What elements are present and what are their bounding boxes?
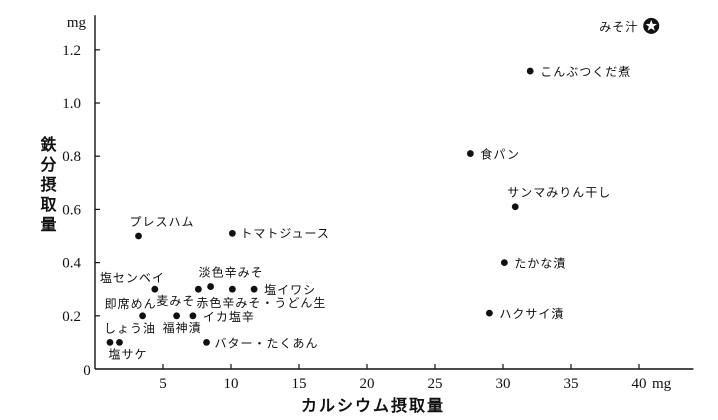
data-point: 食パン [466,147,520,162]
data-point: サンマみりん干し [507,186,611,211]
point-label: 塩イワシ [264,282,316,297]
point-label: たかな漬 [514,256,566,271]
x-axis-title: カルシウム摂取量 [301,396,445,415]
point-label: みそ汁 [599,20,638,34]
point-label: プレスハム [130,215,195,229]
x-unit-label: mg [652,376,672,392]
point-marker [139,312,147,320]
data-point: プレスハム [130,215,195,240]
data-point: バター・たくあん [203,336,318,350]
point-label: ハクサイ漬 [499,306,564,321]
x-tick-label: 35 [564,376,579,392]
point-label: こんぶつくだ煮 [540,65,631,79]
data-point: イカ塩辛 [189,309,255,324]
data-point: 塩サケ [108,339,147,361]
point-label: 赤色辛みそ・うどん生 [196,296,326,310]
origin-label: 0 [83,363,91,379]
point-label: 塩サケ [108,346,147,361]
point-label: 食パン [480,147,520,162]
point-marker [194,285,202,293]
point-marker [189,312,197,320]
data-point: 赤色辛みそ・うどん生 [196,285,326,310]
y-unit-label: mg [67,15,87,31]
data-point: ハクサイ漬 [486,306,564,321]
point-marker [511,203,519,211]
point-marker [135,232,142,240]
y-tick-label: 0.8 [62,149,81,165]
data-point: たかな漬 [500,256,566,271]
point-marker [500,259,508,266]
point-label: トマトジュース [240,226,330,240]
point-marker [151,285,159,293]
point-label: バター・たくあん [215,336,319,350]
y-tick-label: 1.0 [62,96,81,112]
point-label: 塩センベイ [100,270,165,285]
point-marker [116,339,123,346]
point-label: しょう油 [104,321,156,335]
point-marker [250,285,258,293]
point-marker [207,283,215,290]
data-point: 塩イワシ [250,282,316,297]
data-point: 淡色辛みそ [199,266,264,290]
y-ticks: 0.2 0.4 0.6 0.8 1.0 1.2 [62,43,100,325]
data-point: 塩センベイ [100,270,165,293]
point-marker [173,312,181,320]
point-marker [106,339,114,346]
point-label: イカ塩辛 [203,309,255,324]
y-axis-title: 鉄分摂取量 [38,135,57,236]
x-tick-label: 15 [292,376,307,392]
point-marker [228,285,236,293]
point-marker [526,67,534,75]
x-ticks: 5 10 15 20 25 30 35 40 [159,364,647,392]
point-label: 福神漬 [163,320,202,335]
data-point: 麦みそ [156,285,202,308]
point-marker [203,339,210,346]
y-tick-label: 1.2 [62,43,81,59]
x-tick-label: 10 [224,376,239,392]
data-point: トマトジュース [228,226,330,240]
x-tick-label: 5 [159,376,167,392]
x-tick-label: 30 [496,376,511,392]
point-label: 麦みそ [156,294,195,308]
x-tick-label: 40 [632,376,647,392]
axes [94,15,694,370]
point-label: 淡色辛みそ [199,266,264,280]
point-label: 即席めん [105,296,157,311]
x-tick-label: 20 [360,376,375,392]
data-point: こんぶつくだ煮 [526,65,631,79]
star-icon [645,19,657,31]
point-label: サンマみりん干し [507,186,611,200]
y-tick-label: 0.6 [62,202,81,218]
x-tick-label: 25 [428,376,443,392]
point-marker [486,309,493,317]
data-point: みそ汁 [599,17,660,34]
data-point: 即席めん [105,296,157,320]
point-marker [228,229,236,237]
point-marker [466,150,474,157]
y-tick-label: 0.2 [62,309,81,325]
data-point: しょう油 [104,321,156,346]
data-point: 福神漬 [163,312,202,335]
y-tick-label: 0.4 [62,256,81,272]
